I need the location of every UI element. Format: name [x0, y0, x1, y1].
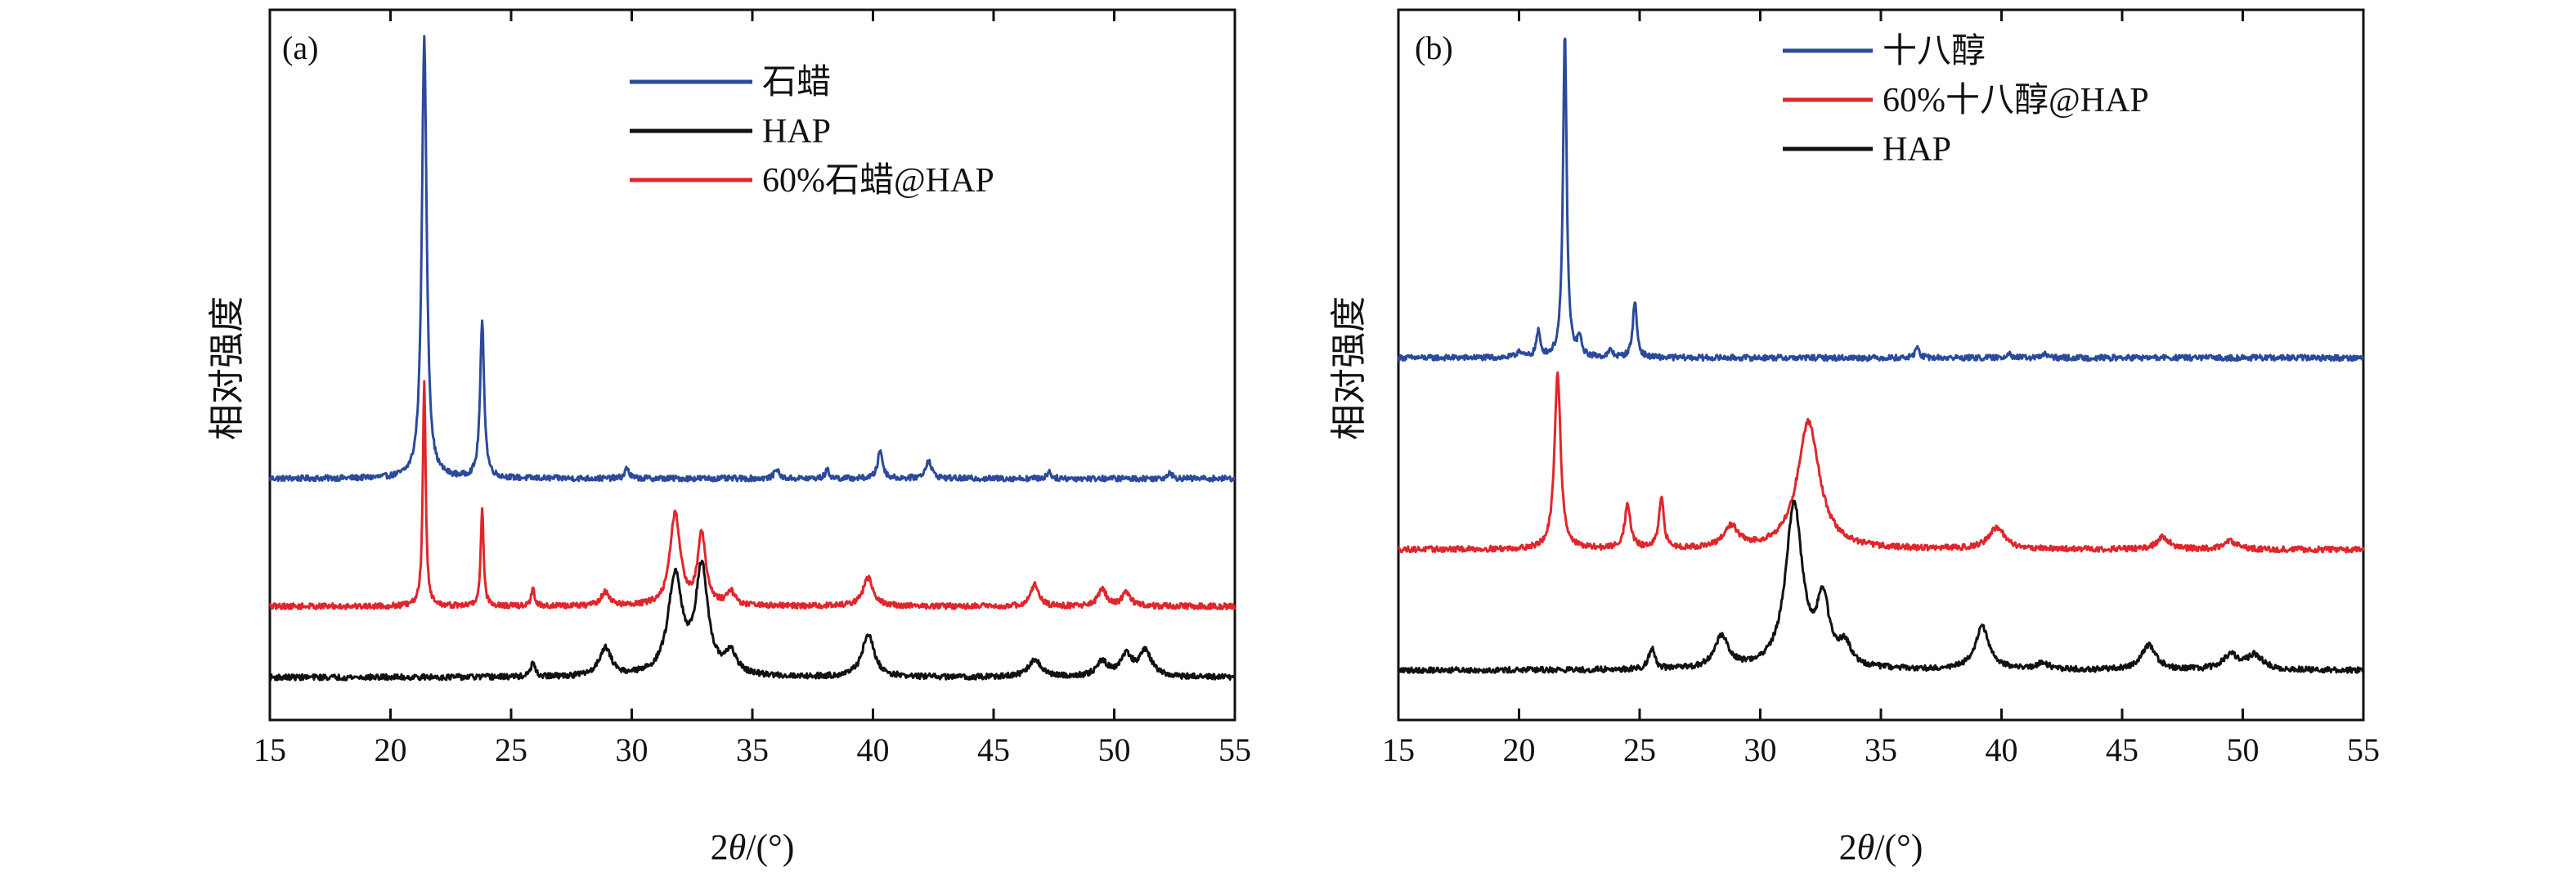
- panel-b-xlabel: 2θ/(°): [1839, 827, 1923, 867]
- panel-b-legend: 十八醇 60%十八醇@HAP HAP: [1783, 33, 2149, 169]
- panel-a-xlabel-suffix: /(°): [746, 827, 794, 867]
- x-tick-label: 20: [375, 731, 407, 768]
- legend-label-1: 60%十八醇@HAP: [1883, 82, 2149, 119]
- panel-a-x-ticks: 15 20 25 30 35 40 45 50 55: [254, 10, 1251, 768]
- panel-b: (b) 15 20 25 30 35 40 45 50 55 十八醇60%十八醇@HAPHAP …: [1329, 8, 2380, 867]
- x-tick-label: 55: [1218, 731, 1251, 768]
- series-line-2: [269, 380, 1236, 610]
- x-tick-label: 50: [1098, 731, 1131, 768]
- series-line-1: [268, 559, 1236, 682]
- panel-b-label: (b): [1415, 29, 1453, 66]
- x-tick-label: 40: [857, 731, 890, 768]
- panel-a-series: [268, 34, 1236, 682]
- panel-b-x-ticks: 15 20 25 30 35 40 45 50 55: [1382, 10, 2380, 768]
- panel-b-xlabel-theta: θ: [1857, 827, 1875, 867]
- legend-label-2: 60%石蜡@HAP: [762, 162, 994, 200]
- x-tick-label: 40: [1986, 731, 2018, 768]
- x-tick-label: 25: [1623, 731, 1656, 768]
- x-tick-label: 30: [616, 731, 648, 768]
- x-tick-label: 50: [2227, 731, 2260, 768]
- panel-a: (a) 15 20 25 30 35 40 45 50 55 石蜡 HAP 60%石蜡@HAP 相对…: [207, 8, 1251, 867]
- x-tick-label: 45: [977, 731, 1010, 768]
- x-tick-label: 45: [2106, 731, 2138, 768]
- x-tick-label: 35: [1865, 731, 1897, 768]
- panel-a-legend: 石蜡 HAP 60%石蜡@HAP: [630, 64, 994, 200]
- panel-a-xlabel-prefix: 2: [711, 827, 729, 867]
- series-line-0: [1397, 37, 2365, 362]
- series-line-2: [1397, 499, 2365, 674]
- series-line-1: [1398, 371, 2365, 554]
- panel-b-xlabel-suffix: /(°): [1874, 827, 1923, 867]
- panel-a-ylabel: 相对强度: [207, 296, 247, 440]
- x-tick-label: 55: [2347, 731, 2380, 768]
- legend-label-0: 石蜡: [762, 64, 831, 101]
- x-tick-label: 15: [1382, 731, 1415, 768]
- series-line-0: [268, 34, 1236, 483]
- panel-a-xlabel-theta: θ: [729, 827, 747, 867]
- x-tick-label: 25: [495, 731, 527, 768]
- panel-b-ylabel: 相对强度: [1329, 296, 1369, 440]
- x-tick-label: 15: [254, 731, 286, 768]
- x-tick-label: 30: [1744, 731, 1777, 768]
- panel-b-xlabel-prefix: 2: [1839, 827, 1857, 867]
- panel-a-frame: [268, 8, 1236, 722]
- panel-b-series: [1397, 37, 2365, 674]
- legend-label-1: HAP: [762, 113, 831, 151]
- x-tick-label: 20: [1503, 731, 1536, 768]
- panel-a-label: (a): [282, 29, 318, 66]
- legend-label-2: HAP: [1883, 131, 1951, 169]
- x-tick-label: 35: [736, 731, 769, 768]
- panel-a-xlabel: 2θ/(°): [711, 827, 795, 867]
- panel-b-frame: [1397, 8, 2365, 722]
- legend-label-0: 十八醇: [1883, 33, 1986, 70]
